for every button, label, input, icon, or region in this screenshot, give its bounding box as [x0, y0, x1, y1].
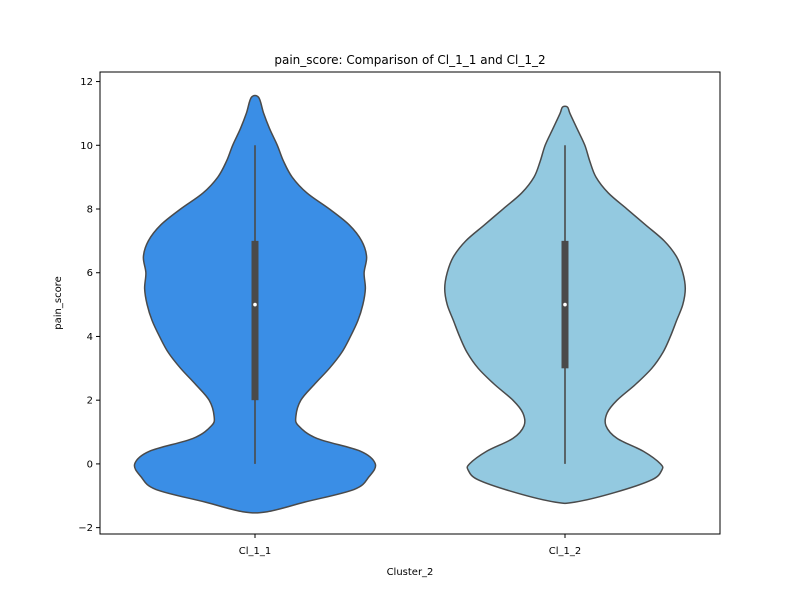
y-axis: −2 0 2 4 6 8 10 12: [78, 77, 100, 534]
y-axis-label: pain_score: [53, 276, 64, 329]
y-tick-label: 2: [87, 396, 93, 407]
violin-median-dot-Cl_1_1: [253, 302, 257, 307]
violin-median-dot-Cl_1_2: [563, 302, 567, 307]
x-tick-label: Cl_1_2: [549, 546, 582, 557]
plot-frame: [99, 71, 721, 535]
y-tick-label: 0: [87, 459, 93, 470]
x-axis-label: Cluster_2: [387, 567, 434, 578]
x-tick-label: Cl_1_1: [239, 546, 272, 557]
y-tick-label: 10: [80, 141, 93, 152]
y-tick-label: 6: [87, 268, 93, 279]
y-tick-label: 4: [87, 332, 93, 343]
x-axis: Cl_1_1 Cl_1_2: [239, 534, 582, 557]
chart-title: pain_score: Comparison of Cl_1_1 and Cl_…: [274, 53, 545, 67]
y-tick-label: 8: [87, 205, 93, 216]
violin-iqr-box-Cl_1_1: [251, 240, 259, 401]
y-tick-label: −2: [78, 523, 93, 534]
violins-layer: [133, 94, 687, 514]
y-tick-label: 12: [80, 77, 93, 88]
